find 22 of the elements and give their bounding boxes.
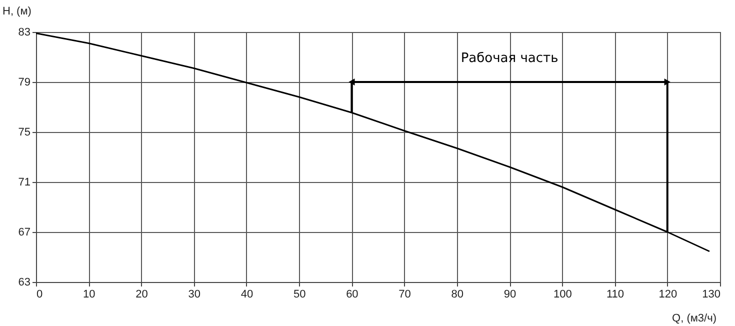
x-tick-label: 90 — [504, 288, 516, 300]
x-tick-label: 30 — [188, 288, 200, 300]
y-tick-label: 79 — [18, 76, 30, 88]
x-tick-label: 10 — [82, 288, 96, 300]
y-tick-label: 67 — [18, 226, 30, 238]
x-tick-label: 20 — [136, 288, 148, 300]
x-axis-title: Q, (м3/ч) — [672, 312, 716, 324]
x-tick-label: 50 — [293, 288, 306, 300]
y-axis-title: H, (м) — [2, 6, 32, 18]
x-tick-label: 100 — [553, 288, 572, 300]
x-tick-label: 80 — [451, 288, 464, 300]
y-tick-label: 75 — [18, 126, 30, 138]
x-tick-label: 130 — [702, 288, 720, 300]
x-tick-label: 70 — [398, 288, 411, 300]
x-tick-label: 60 — [346, 288, 358, 300]
x-tick-label: 40 — [240, 288, 254, 300]
y-tick-label: 63 — [18, 276, 30, 288]
y-tick-label: 83 — [18, 26, 30, 38]
x-tick-label: 110 — [606, 288, 624, 300]
x-tick-label: 120 — [658, 288, 678, 300]
y-tick-label: 71 — [18, 176, 30, 188]
x-tick-label: 0 — [36, 288, 43, 300]
